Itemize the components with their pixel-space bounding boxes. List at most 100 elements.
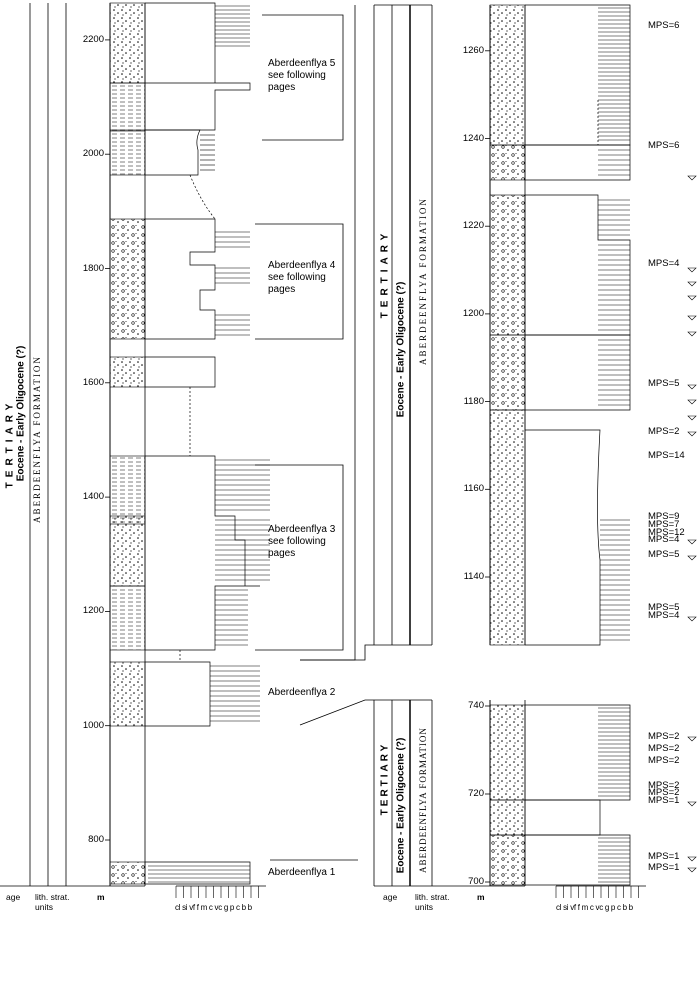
mps-label: MPS=5 bbox=[648, 378, 680, 389]
mps-arrow-marker bbox=[687, 616, 697, 622]
mps-arrow-marker bbox=[687, 315, 697, 321]
mps-arrow-marker bbox=[687, 801, 697, 807]
right-lower-lithology-column bbox=[489, 704, 526, 886]
mps-label: MPS=5 bbox=[648, 549, 680, 560]
mps-label: MPS=6 bbox=[648, 20, 680, 31]
right-upper-age-label: TERTIARY bbox=[379, 228, 391, 319]
footer-lith-strat-right: lith. strat. bbox=[415, 892, 450, 902]
left-depth-label: 2000 bbox=[82, 148, 104, 160]
footer-lith-strat-left: lith. strat. bbox=[35, 892, 70, 902]
mps-label: MPS=14 bbox=[648, 450, 685, 461]
right-lower-bedding-laminae bbox=[598, 707, 630, 883]
mps-label: MPS=9 bbox=[648, 511, 680, 522]
right-upper-depth-label: 1260 bbox=[462, 44, 484, 56]
mps-label: MPS=2 bbox=[648, 731, 680, 742]
mps-arrow-marker bbox=[687, 539, 697, 545]
mps-arrow-marker bbox=[687, 555, 697, 561]
right-lower-depth-label: 700 bbox=[468, 876, 484, 887]
mps-arrow-marker bbox=[687, 415, 697, 421]
mps-label: MPS=2 bbox=[648, 426, 680, 437]
mps-arrow-marker bbox=[687, 331, 697, 337]
left-grain-scale-ticks bbox=[175, 885, 266, 898]
right-depth-unit: m bbox=[477, 892, 485, 902]
left-depth-label: 1600 bbox=[82, 376, 104, 388]
mps-label: MPS=4 bbox=[648, 610, 680, 621]
footer-units-left: units bbox=[35, 902, 53, 912]
right-lower-depth-label: 740 bbox=[468, 700, 484, 711]
left-grain-scale-label: cl si vf f m c vc g p c b b bbox=[175, 903, 252, 912]
right-lower-depth-axis bbox=[485, 705, 490, 883]
right-upper-depth-label: 1240 bbox=[462, 132, 484, 144]
footer-age-left: age bbox=[6, 892, 21, 902]
mps-arrow-marker bbox=[687, 431, 697, 437]
right-lower-log bbox=[373, 700, 646, 898]
mps-arrow-marker bbox=[687, 384, 697, 390]
mps-arrow-marker bbox=[687, 856, 697, 862]
left-depth-label: 1400 bbox=[82, 491, 104, 503]
mps-label: MPS=4 bbox=[648, 258, 680, 269]
mps-arrow-marker bbox=[687, 281, 697, 287]
right-upper-depth-label: 1200 bbox=[462, 307, 484, 319]
mps-label: MPS=4 bbox=[648, 534, 680, 545]
left-depth-label: 1800 bbox=[82, 262, 104, 274]
right-upper-depth-axis bbox=[485, 50, 490, 578]
mps-arrow-marker bbox=[687, 399, 697, 405]
right-upper-depth-label: 1160 bbox=[463, 483, 484, 495]
right-lower-age-label: TERTIARY bbox=[379, 741, 391, 816]
left-formation-label: ABERDEENFLYA FORMATION bbox=[32, 355, 42, 523]
left-epoch-label: Eocene - Early Oligocene (?) bbox=[15, 345, 27, 482]
section-label-aberdeenflya-3: Aberdeenflya 3 see following pages bbox=[268, 524, 336, 559]
mps-arrow-marker bbox=[687, 267, 697, 273]
left-log bbox=[0, 2, 358, 898]
right-lower-epoch-label: Eocene - Early Oligocene (?) bbox=[395, 737, 407, 874]
footer-age-right: age bbox=[383, 892, 398, 902]
left-section-brackets bbox=[255, 5, 358, 861]
right-upper-depth-label: 1140 bbox=[463, 571, 484, 582]
right-upper-bedding-laminae bbox=[598, 7, 630, 641]
mps-label: MPS=12 bbox=[648, 527, 685, 538]
left-depth-unit: m bbox=[97, 892, 105, 902]
right-upper-lithology-column bbox=[489, 4, 526, 646]
mps-label: MPS=2 bbox=[648, 787, 680, 798]
mps-label: MPS=1 bbox=[648, 795, 680, 806]
right-lower-grain-scale-ticks bbox=[555, 885, 646, 898]
mps-arrow-marker bbox=[687, 867, 697, 873]
left-depth-label: 800 bbox=[88, 834, 104, 845]
section-label-aberdeenflya-2: Aberdeenflya 2 bbox=[268, 687, 336, 698]
mps-label: MPS=2 bbox=[648, 780, 680, 791]
section-label-aberdeenflya-4: Aberdeenflya 4 see following pages bbox=[268, 260, 336, 295]
mps-label: MPS=6 bbox=[648, 140, 680, 151]
right-lower-grain-profile bbox=[525, 704, 631, 886]
right-lower-formation-label: ABERDEENFLYA FORMATION bbox=[418, 727, 428, 873]
right-upper-depth-label: 1180 bbox=[463, 395, 484, 407]
mps-label: MPS=2 bbox=[648, 755, 680, 766]
mps-arrows bbox=[687, 175, 697, 873]
left-depth-label: 1200 bbox=[82, 605, 104, 617]
mps-label: MPS=1 bbox=[648, 851, 680, 862]
mps-arrow-marker bbox=[687, 175, 697, 181]
mps-arrow-marker bbox=[687, 295, 697, 301]
mps-label: MPS=5 bbox=[648, 602, 680, 613]
mps-label: MPS=1 bbox=[648, 862, 680, 873]
mps-label: MPS=7 bbox=[648, 519, 680, 530]
right-upper-grain-profile bbox=[525, 4, 631, 646]
section-label-aberdeenflya-5: Aberdeenflya 5 see following pages bbox=[268, 58, 336, 93]
right-grain-scale-label: cl si vf f m c vc g p c b b bbox=[556, 903, 633, 912]
right-upper-log bbox=[299, 4, 631, 726]
correlation-lines bbox=[299, 644, 432, 726]
left-lithology-column bbox=[109, 2, 146, 885]
left-depth-axis bbox=[105, 39, 110, 841]
stratigraphic-log-figure bbox=[0, 2, 697, 898]
right-upper-epoch-label: Eocene - Early Oligocene (?) bbox=[395, 281, 407, 418]
right-upper-formation-label: ABERDEENFLYA FORMATION bbox=[418, 197, 428, 365]
left-bedding-laminae bbox=[148, 5, 270, 883]
left-age-label: TERTIARY bbox=[4, 398, 16, 489]
right-lower-depth-label: 720 bbox=[468, 788, 484, 799]
left-depth-label: 2200 bbox=[82, 33, 104, 45]
left-depth-label: 1000 bbox=[82, 719, 104, 731]
mps-arrow-marker bbox=[687, 736, 697, 742]
mps-label: MPS=2 bbox=[648, 743, 680, 754]
right-upper-depth-label: 1220 bbox=[462, 220, 484, 232]
footer-units-right: units bbox=[415, 902, 433, 912]
section-label-aberdeenflya-1: Aberdeenflya 1 bbox=[268, 867, 336, 878]
